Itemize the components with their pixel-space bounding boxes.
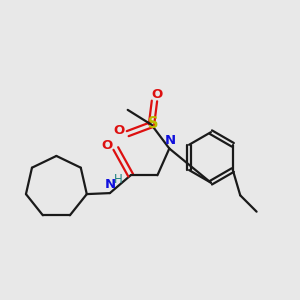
Text: O: O <box>102 139 113 152</box>
Text: H: H <box>114 173 123 186</box>
Text: O: O <box>152 88 163 101</box>
Text: O: O <box>114 124 125 136</box>
Text: S: S <box>148 116 158 131</box>
Text: N: N <box>165 134 176 147</box>
Text: N: N <box>104 178 116 191</box>
